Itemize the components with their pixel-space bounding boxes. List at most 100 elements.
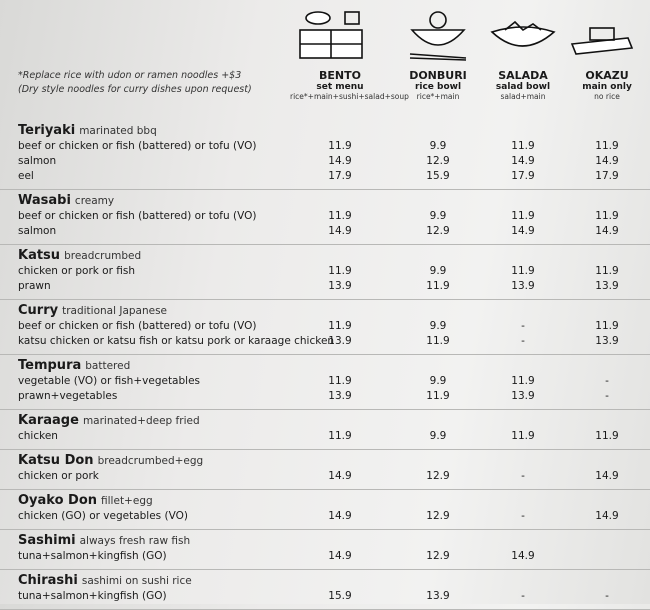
price: 9.9: [429, 140, 447, 152]
price: 17.9: [511, 170, 535, 182]
column-name: OKAZU: [585, 69, 629, 82]
price: -: [521, 335, 525, 347]
section-description: breadcrumbed: [64, 250, 142, 262]
section-name: Sashimi: [18, 533, 76, 548]
menu-item: beef or chicken or fish (battered) or to…: [0, 319, 650, 334]
menu-section: Tempura battered vegetable (VO) or fish+ve…: [0, 355, 650, 410]
price: 12.9: [426, 550, 450, 562]
menu-item: eel 17.9 15.9 17.9 17.9: [0, 169, 650, 184]
menu-item: prawn 13.9 11.9 13.9 13.9: [0, 279, 650, 294]
menu-section: Teriyaki marinated bbq beef or chicken or …: [0, 120, 650, 190]
price: -: [521, 510, 525, 522]
column-subtitle: rice bowl: [414, 82, 462, 92]
item-text: katsu chicken or katsu fish or katsu por…: [18, 335, 335, 347]
price: 14.9: [595, 510, 619, 522]
price: 11.9: [328, 375, 352, 387]
price: 9.9: [429, 320, 447, 332]
menu-section: Curry traditional Japanese beef or chicken…: [0, 300, 650, 355]
item-text: beef or chicken or fish (battered) or to…: [18, 140, 257, 152]
price: 11.9: [511, 430, 535, 442]
menu-section: Katsu breadcrumbed chicken or pork or fish…: [0, 245, 650, 300]
menu-section: Karaage marinated+deep fried chicken 11.9 9.…: [0, 410, 650, 450]
menu-item: katsu chicken or katsu fish or katsu por…: [0, 334, 650, 349]
price: 12.9: [426, 155, 450, 167]
item-text: prawn+vegetables: [18, 390, 118, 402]
price: 11.9: [426, 390, 450, 402]
price: 13.9: [511, 390, 535, 402]
item-text: beef or chicken or fish (battered) or to…: [18, 210, 257, 222]
section-description: sashimi on sushi rice: [81, 575, 192, 587]
price: 9.9: [429, 430, 447, 442]
price: 11.9: [511, 140, 535, 152]
column-contents: rice*+main: [416, 92, 460, 101]
section-name: Chirashi: [18, 573, 78, 588]
price: 15.9: [426, 170, 450, 182]
menu-item: vegetable (VO) or fish+vegetables 11.9 9.9…: [0, 374, 650, 389]
section-title: Curry traditional Japanese: [18, 303, 650, 319]
price: 15.9: [328, 590, 352, 602]
menu-table: Teriyaki marinated bbq beef or chicken or …: [0, 120, 650, 610]
section-name: Teriyaki: [18, 123, 76, 138]
section-description: always fresh raw fish: [79, 535, 191, 547]
price: 14.9: [511, 155, 535, 167]
price: 9.9: [429, 210, 447, 222]
item-text: prawn: [18, 280, 51, 292]
column-name: DONBURI: [409, 69, 467, 82]
column-name: BENTO: [319, 69, 361, 82]
price: -: [521, 470, 525, 482]
price: 17.9: [328, 170, 352, 182]
item-text: salmon: [18, 225, 57, 237]
item-text: beef or chicken or fish (battered) or to…: [18, 320, 257, 332]
section-title: Oyako Don fillet+egg: [18, 493, 650, 509]
item-text: chicken or pork: [18, 470, 99, 482]
menu-item: tuna+salmon+kingfish (GO) 15.9 13.9 - -: [0, 589, 650, 604]
menu-item: chicken or pork or fish 11.9 9.9 11.9 11.9: [0, 264, 650, 279]
section-title: Sashimi always fresh raw fish: [18, 533, 650, 549]
price: 11.9: [595, 320, 619, 332]
section-title: Tempura battered: [18, 358, 650, 374]
item-text: vegetable (VO) or fish+vegetables: [18, 375, 201, 387]
section-title: Wasabi creamy: [18, 193, 650, 209]
price: 12.9: [426, 470, 450, 482]
column-header: SALADA salad bowl salad+main: [473, 70, 573, 102]
section-description: traditional Japanese: [62, 305, 168, 317]
section-name: Katsu: [18, 248, 61, 263]
item-text: salmon: [18, 155, 57, 167]
item-text: chicken: [18, 430, 58, 442]
column-header: OKAZU main only no rice: [557, 70, 650, 102]
price: 12.9: [426, 225, 450, 237]
section-title: Karaage marinated+deep fried: [18, 413, 650, 429]
price: 13.9: [328, 390, 352, 402]
menu-section: Chirashi sashimi on sushi rice tuna+salmon…: [0, 570, 650, 610]
price: 11.9: [511, 265, 535, 277]
section-name: Curry: [18, 303, 59, 318]
column-name: SALADA: [498, 69, 548, 82]
menu-item: salmon 14.9 12.9 14.9 14.9: [0, 224, 650, 239]
column-header: DONBURI rice bowl rice*+main: [388, 70, 488, 102]
column-subtitle: set menu: [316, 82, 364, 92]
header-icons: [299, 11, 634, 61]
section-name: Wasabi: [18, 193, 71, 208]
column-subtitle: main only: [582, 82, 632, 92]
price: 14.9: [328, 225, 352, 237]
section-title: Katsu Don breadcrumbed+egg: [18, 453, 650, 469]
price: -: [521, 320, 525, 332]
item-text: eel: [18, 170, 34, 182]
menu-item: chicken 11.9 9.9 11.9 11.9: [0, 429, 650, 444]
price: 17.9: [595, 170, 619, 182]
section-name: Tempura: [18, 358, 82, 373]
price: -: [605, 390, 609, 402]
price: 11.9: [595, 430, 619, 442]
column-header: BENTO set menu rice*+main+sushi+salad+soup: [290, 69, 409, 102]
price: 11.9: [328, 320, 352, 332]
price: 11.9: [328, 430, 352, 442]
price: 9.9: [429, 265, 447, 277]
item-text: chicken (GO) or vegetables (VO): [18, 510, 188, 522]
price: 11.9: [511, 210, 535, 222]
price: 14.9: [328, 470, 352, 482]
item-text: chicken or pork or fish: [18, 265, 135, 277]
section-title: Teriyaki marinated bbq: [18, 123, 650, 139]
price: 13.9: [426, 590, 450, 602]
menu-item: tuna+salmon+kingfish (GO) 14.9 12.9 14.9: [0, 549, 650, 564]
price: 14.9: [328, 550, 352, 562]
